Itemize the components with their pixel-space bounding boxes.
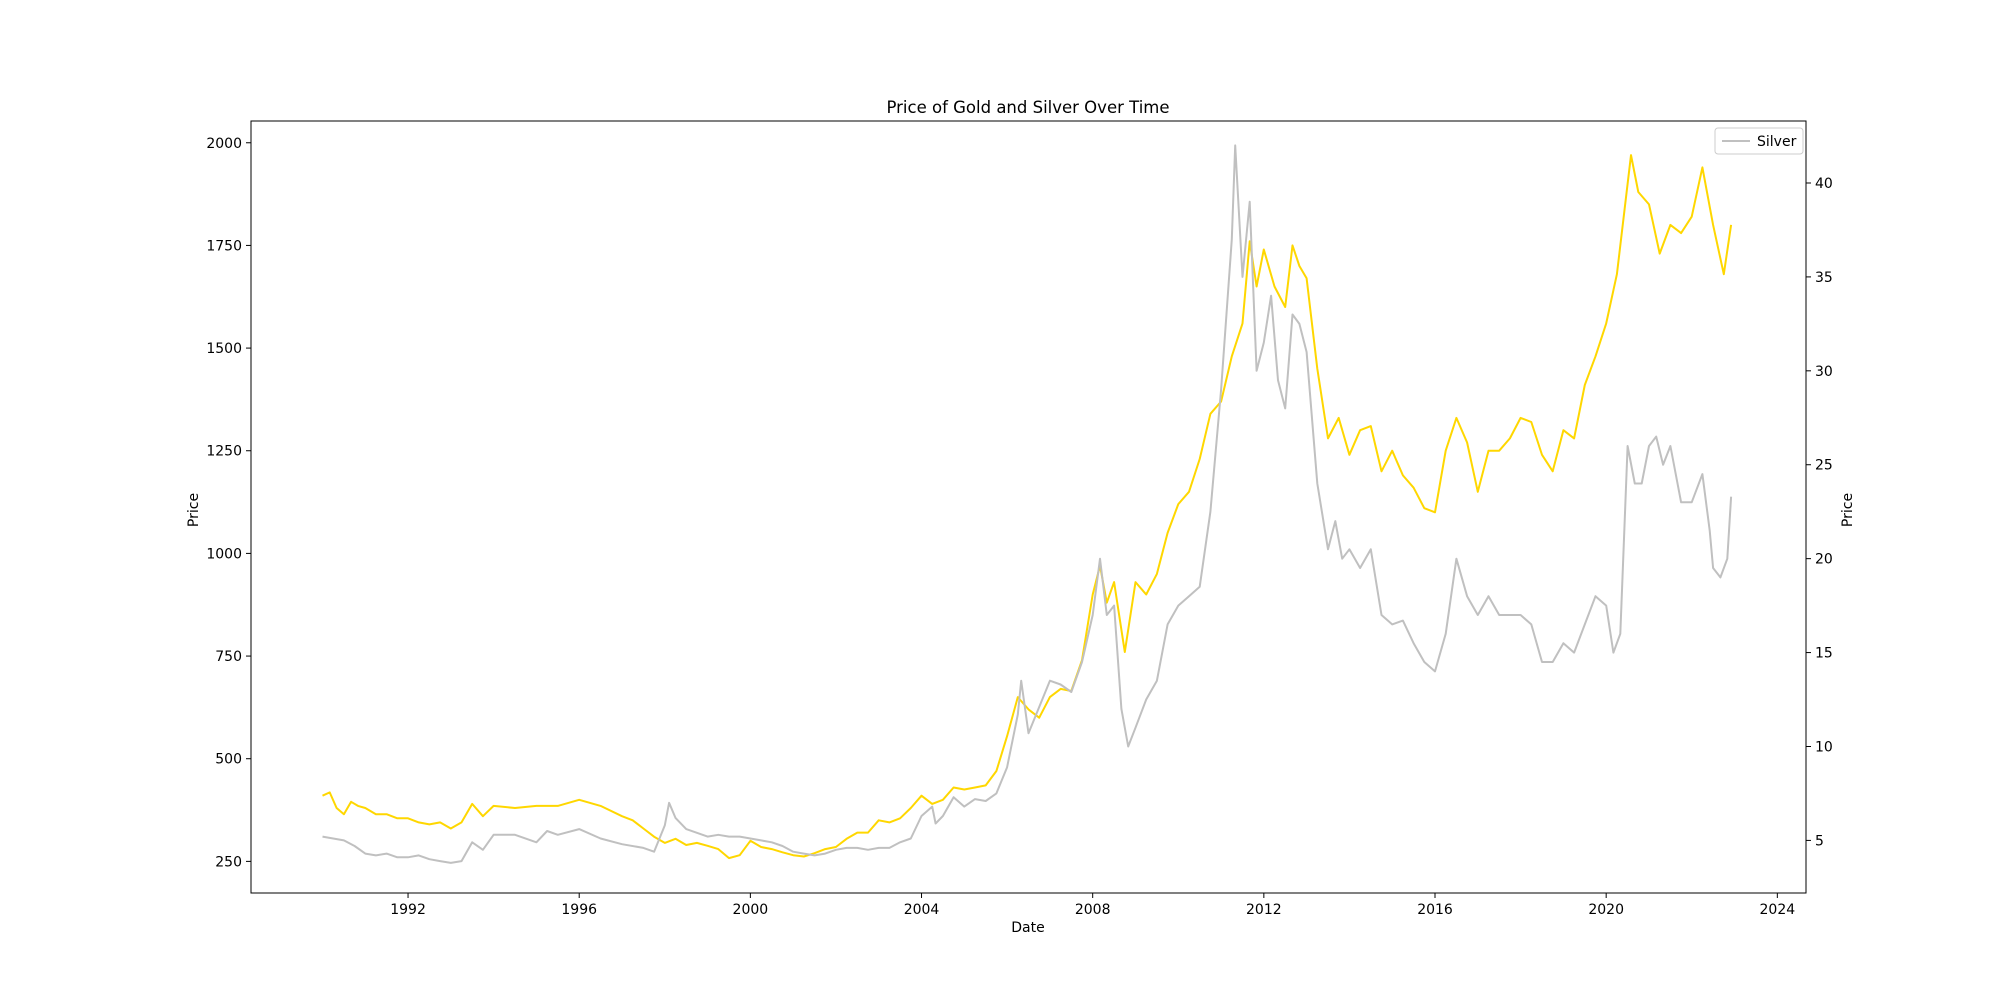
y-right-tick-label: 30: [1815, 364, 1833, 380]
x-axis-label: Date: [1011, 920, 1044, 936]
x-tick-label: 1996: [561, 902, 597, 918]
axes: 1992 1996 2000 2004 2008 2012 2016 2020 2024 250 5…: [206, 120, 1833, 918]
y-right-tick-label: 40: [1815, 176, 1833, 192]
y-left-tick-label: 500: [215, 752, 242, 768]
y-right-tick-label: 5: [1815, 833, 1824, 849]
x-tick-label: 2008: [1075, 902, 1111, 918]
y-right-tick-label: 20: [1815, 552, 1833, 568]
silver-price-line: [322, 144, 1733, 864]
y-left-tick-label: 1000: [206, 546, 242, 562]
x-tick-label: 2024: [1760, 902, 1796, 918]
legend: Silver: [1714, 127, 1804, 155]
x-tick-label: 2004: [904, 902, 940, 918]
plot-area: [322, 144, 1733, 864]
plot-frame: [250, 120, 1807, 894]
y-right-tick-label: 15: [1815, 646, 1833, 662]
y-left-tick-label: 250: [215, 854, 242, 870]
y-right-tick-label: 35: [1815, 270, 1833, 286]
x-tick-label: 2016: [1417, 902, 1453, 918]
y-left-tick-label: 1750: [206, 238, 242, 254]
legend-frame: [1714, 127, 1804, 155]
x-tick-label: 1992: [390, 902, 426, 918]
y-axis-label-right: Price: [1840, 493, 1856, 527]
y-left-tick-label: 750: [215, 649, 242, 665]
legend-silver-label: Silver: [1757, 134, 1797, 150]
y-right-tick-label: 10: [1815, 739, 1833, 755]
x-tick-label: 2000: [733, 902, 769, 918]
x-tick-label: 2012: [1246, 902, 1282, 918]
chart-title: Price of Gold and Silver Over Time: [886, 98, 1169, 117]
y-left-tick-label: 1250: [206, 444, 242, 460]
y-left-tick-label: 2000: [206, 136, 242, 152]
x-tick-label: 2020: [1588, 902, 1624, 918]
y-axis-label-left: Price: [186, 493, 202, 527]
y-right-tick-label: 25: [1815, 458, 1833, 474]
gold-price-line: [322, 154, 1733, 860]
y-left-tick-label: 1500: [206, 341, 242, 357]
